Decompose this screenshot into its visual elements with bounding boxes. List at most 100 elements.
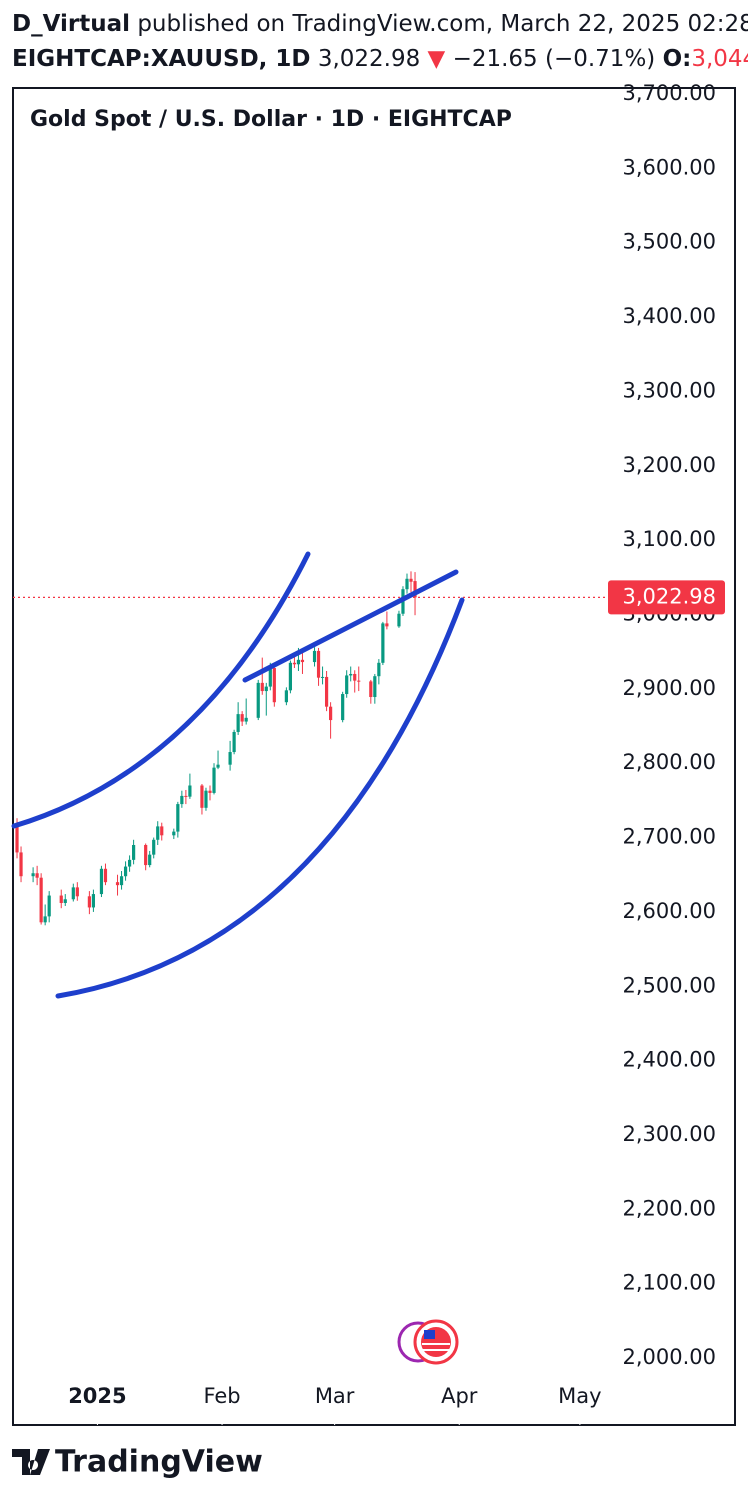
- candle-body: [357, 680, 361, 682]
- candle-body: [284, 690, 288, 703]
- candle-body: [377, 662, 381, 677]
- x-tick-label: May: [558, 1384, 601, 1408]
- candle-body: [369, 681, 373, 698]
- y-tick-label: 3,500.00: [622, 230, 716, 254]
- candle-body: [232, 731, 236, 753]
- candle-body: [296, 659, 301, 665]
- candle-body: [240, 714, 244, 722]
- candle-body: [256, 682, 260, 718]
- candle-body: [39, 877, 43, 923]
- y-tick-label: 2,900.00: [622, 676, 716, 700]
- candle-body: [188, 785, 192, 797]
- price-label-box: [608, 580, 725, 615]
- author: D_Virtual: [12, 11, 130, 37]
- candle-body: [204, 790, 208, 808]
- arrow: ▼: [428, 46, 446, 72]
- y-tick-label: 2,600.00: [622, 899, 716, 923]
- candle-body: [59, 895, 63, 903]
- candle-body: [172, 831, 176, 836]
- chart-title: Gold Spot / U.S. Dollar · 1D · EIGHTCAP: [30, 107, 512, 132]
- header-line-2: EIGHTCAP:XAUUSD, 1D 3,022.98 ▼ −21.65 (−…: [12, 46, 748, 72]
- candle-body: [200, 785, 204, 808]
- candle-body: [115, 882, 120, 886]
- candle-body: [208, 790, 212, 793]
- symbol: EIGHTCAP:XAUUSD, 1D: [12, 46, 311, 72]
- candle-body: [236, 714, 240, 732]
- candle-body: [409, 578, 413, 582]
- y-tick-label: 3,600.00: [622, 155, 716, 179]
- candle-body: [119, 876, 124, 886]
- candle-body: [91, 894, 96, 908]
- candle-body: [312, 650, 317, 663]
- trend-line: [242, 569, 459, 683]
- candle-body: [264, 686, 268, 692]
- open-label: O:: [663, 46, 692, 72]
- y-tick-label: 2,300.00: [622, 1122, 716, 1146]
- candle-body: [63, 899, 67, 903]
- chart-frame: [12, 87, 736, 1426]
- candle-body: [184, 795, 188, 797]
- y-tick-label: 2,400.00: [622, 1048, 716, 1072]
- candle-body: [75, 887, 79, 897]
- candle-body: [228, 752, 232, 765]
- candle-body: [35, 873, 39, 878]
- candle-body: [320, 676, 325, 678]
- candle-body: [160, 826, 164, 836]
- candle-body: [316, 650, 321, 678]
- y-tick-label: 2,000.00: [622, 1345, 716, 1369]
- candle-body: [349, 673, 353, 676]
- drawings: [11, 551, 465, 999]
- candle-body: [329, 706, 333, 721]
- y-tick-label: 2,700.00: [622, 825, 716, 849]
- candle-body: [288, 662, 293, 691]
- last-price: 3,022.98: [318, 46, 420, 72]
- published: published on TradingView.com, March 22, …: [137, 11, 748, 37]
- candle-body: [373, 676, 377, 698]
- candle-body: [87, 896, 91, 908]
- candle-body: [19, 852, 23, 877]
- y-tick-label: 3,400.00: [622, 304, 716, 328]
- change: −21.65 (−0.71%): [453, 46, 656, 72]
- candle-body: [385, 623, 389, 627]
- candle-body: [132, 844, 136, 860]
- candle-body: [31, 873, 35, 877]
- candle-body: [341, 694, 345, 721]
- candle-body: [152, 839, 156, 855]
- price-label: 3,022.98: [622, 584, 716, 608]
- candle-body: [43, 916, 47, 923]
- candle-body: [216, 764, 220, 768]
- x-tick-label: Apr: [441, 1384, 478, 1408]
- candle-body: [15, 826, 19, 853]
- candle-body: [397, 613, 401, 627]
- logo: TradingView: [12, 1445, 263, 1480]
- candle-body: [123, 866, 128, 877]
- x-tick-label: 2025: [68, 1384, 126, 1408]
- candle-body: [268, 668, 272, 687]
- candle-body: [300, 659, 305, 663]
- candle-body: [99, 868, 104, 895]
- brand: TradingView: [55, 1445, 263, 1480]
- candle-body: [244, 717, 248, 722]
- candle-body: [292, 662, 297, 665]
- candle-body: [148, 854, 152, 866]
- x-tick-label: Feb: [203, 1384, 240, 1408]
- candle-body: [47, 895, 51, 917]
- y-tick-label: 2,500.00: [622, 973, 716, 997]
- candle-body: [413, 581, 417, 598]
- candle-body: [103, 868, 108, 883]
- y-tick-label: 2,200.00: [622, 1196, 716, 1220]
- candle-body: [144, 844, 148, 866]
- candle-body: [324, 676, 329, 707]
- event-icons: [397, 1319, 459, 1365]
- candle-body: [260, 682, 264, 692]
- lower-curve: [55, 597, 465, 999]
- candle-body: [381, 623, 385, 663]
- plot: 2,000.00 2,100.00 2,200.00 2,300.00 2,400.00…: [13, 81, 725, 1425]
- candle-body: [176, 804, 180, 832]
- x-tick-label: Mar: [315, 1384, 355, 1408]
- candle-body: [272, 668, 276, 703]
- candle-body: [180, 795, 184, 805]
- candle-body: [345, 675, 349, 695]
- y-tick-label: 3,200.00: [622, 453, 716, 477]
- candle-body: [405, 578, 409, 590]
